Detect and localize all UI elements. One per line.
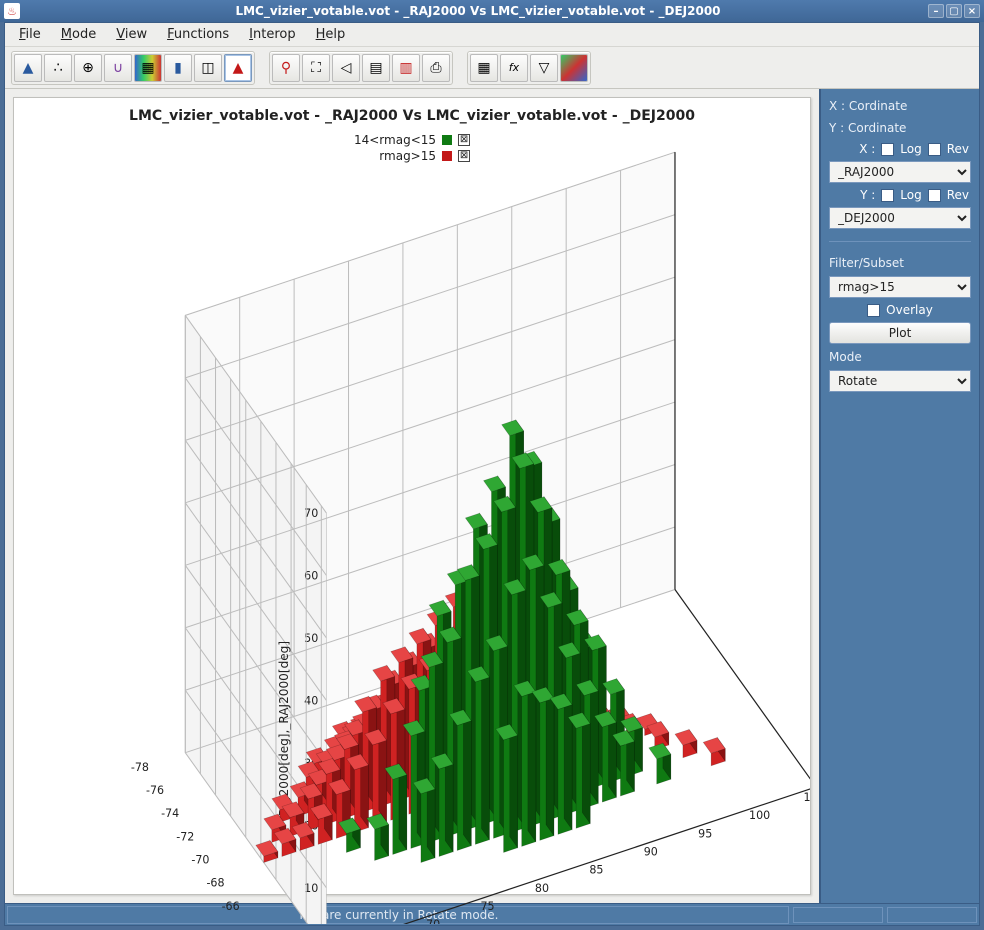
svg-text:-74: -74	[161, 807, 179, 820]
mode-label: Mode	[829, 348, 971, 366]
tool-cup-icon[interactable]: ∪	[104, 54, 132, 82]
svg-text:85: 85	[589, 864, 603, 877]
tool-filter-icon[interactable]: ▽	[530, 54, 558, 82]
tool-bars-icon[interactable]: ▮	[164, 54, 192, 82]
svg-text:70: 70	[426, 918, 440, 924]
plot-3d-svg: 010203040506070_RAJ2000[deg],_RAJ2000[de…	[14, 128, 810, 924]
menu-view[interactable]: View	[108, 25, 155, 44]
svg-text:80: 80	[535, 882, 549, 895]
menu-mode[interactable]: Mode	[53, 25, 104, 44]
java-icon: ♨	[4, 3, 20, 19]
y-label: Y :	[860, 188, 875, 202]
menu-functions[interactable]: Functions	[159, 25, 237, 44]
minimize-button[interactable]: –	[928, 4, 944, 18]
legend-check-0[interactable]: ⊠	[458, 134, 470, 146]
svg-text:-68: -68	[206, 877, 224, 890]
tool-pin-icon[interactable]: ⚲	[272, 54, 300, 82]
svg-text:-70: -70	[191, 854, 209, 867]
x-label: X :	[859, 142, 875, 156]
tool-erase-icon[interactable]: ◁	[332, 54, 360, 82]
svg-text:-66: -66	[222, 900, 240, 913]
plot-button[interactable]: Plot	[829, 322, 971, 344]
svg-text:-72: -72	[176, 830, 194, 843]
status-cell-2	[887, 907, 977, 923]
y-rev-checkbox[interactable]	[928, 189, 941, 202]
y-log-checkbox[interactable]	[881, 189, 894, 202]
svg-text:-76: -76	[146, 784, 164, 797]
legend-check-1[interactable]: ⊠	[458, 150, 470, 162]
tool-pdf-icon[interactable]: ▥	[392, 54, 420, 82]
filter-label: Filter/Subset	[829, 254, 971, 272]
tool-fullscreen-icon[interactable]: ⛶	[302, 54, 330, 82]
app-chrome: File Mode View Functions Interop Help ▲ …	[4, 22, 980, 926]
y-log-label: Log	[900, 188, 921, 202]
filter-select[interactable]: rmag>15	[829, 276, 971, 298]
overlay-checkbox[interactable]	[867, 304, 880, 317]
tool-cone-icon[interactable]: ▲	[14, 54, 42, 82]
plot-frame[interactable]: LMC_vizier_votable.vot - _RAJ2000 Vs LMC…	[13, 97, 811, 895]
tool-print-icon[interactable]: ⎙	[422, 54, 450, 82]
tool-fx-icon[interactable]: fx	[500, 54, 528, 82]
menu-help[interactable]: Help	[308, 25, 354, 44]
mode-select[interactable]: Rotate	[829, 370, 971, 392]
tool-globe-icon[interactable]: ⊕	[74, 54, 102, 82]
x-log-checkbox[interactable]	[881, 143, 894, 156]
tool-cube-icon[interactable]: ◫	[194, 54, 222, 82]
plot-legend: 14<rmag<15 ⊠ rmag>15 ⊠	[354, 132, 470, 164]
x-rev-checkbox[interactable]	[928, 143, 941, 156]
svg-text:-64: -64	[237, 923, 255, 924]
svg-text:90: 90	[644, 845, 658, 858]
tool-grid-icon[interactable]: ▦	[470, 54, 498, 82]
window-title: LMC_vizier_votable.vot - _RAJ2000 Vs LMC…	[28, 4, 928, 18]
tool-swatch-icon[interactable]: ▦	[560, 54, 588, 82]
svg-text:100: 100	[749, 809, 770, 822]
toolbar: ▲ ∴ ⊕ ∪ ▦ ▮ ◫ ▲ ⚲ ⛶ ◁ ▤ ▥ ⎙ ▦ fx ▽ ▦	[5, 47, 979, 89]
x-cord-label: X : Cordinate	[829, 97, 971, 115]
svg-text:-78: -78	[131, 761, 149, 774]
menubar: File Mode View Functions Interop Help	[5, 23, 979, 47]
menu-interop[interactable]: Interop	[241, 25, 303, 44]
tool-save-icon[interactable]: ▤	[362, 54, 390, 82]
side-panel: X : Cordinate Y : Cordinate X : Log Rev …	[819, 89, 979, 903]
legend-label-0: 14<rmag<15	[354, 132, 436, 148]
legend-swatch-0	[442, 135, 452, 145]
y-rev-label: Rev	[947, 188, 969, 202]
tool-scatter-icon[interactable]: ∴	[44, 54, 72, 82]
x-log-label: Log	[900, 142, 921, 156]
svg-text:105: 105	[803, 791, 810, 804]
tool-hist3d-icon[interactable]: ▲	[224, 54, 252, 82]
tool-heat-icon[interactable]: ▦	[134, 54, 162, 82]
plot-area: LMC_vizier_votable.vot - _RAJ2000 Vs LMC…	[5, 89, 819, 903]
menu-file[interactable]: File	[11, 25, 49, 44]
plot-title: LMC_vizier_votable.vot - _RAJ2000 Vs LMC…	[14, 98, 810, 128]
close-button[interactable]: ×	[964, 4, 980, 18]
maximize-button[interactable]: ▢	[946, 4, 962, 18]
x-field-select[interactable]: _RAJ2000	[829, 161, 971, 183]
legend-label-1: rmag>15	[379, 148, 436, 164]
y-field-select[interactable]: _DEJ2000	[829, 207, 971, 229]
window-titlebar: ♨ LMC_vizier_votable.vot - _RAJ2000 Vs L…	[0, 0, 984, 22]
legend-swatch-1	[442, 151, 452, 161]
svg-text:75: 75	[481, 900, 495, 913]
y-cord-label: Y : Cordinate	[829, 119, 971, 137]
svg-text:95: 95	[698, 827, 712, 840]
overlay-label: Overlay	[886, 303, 933, 317]
x-rev-label: Rev	[947, 142, 969, 156]
